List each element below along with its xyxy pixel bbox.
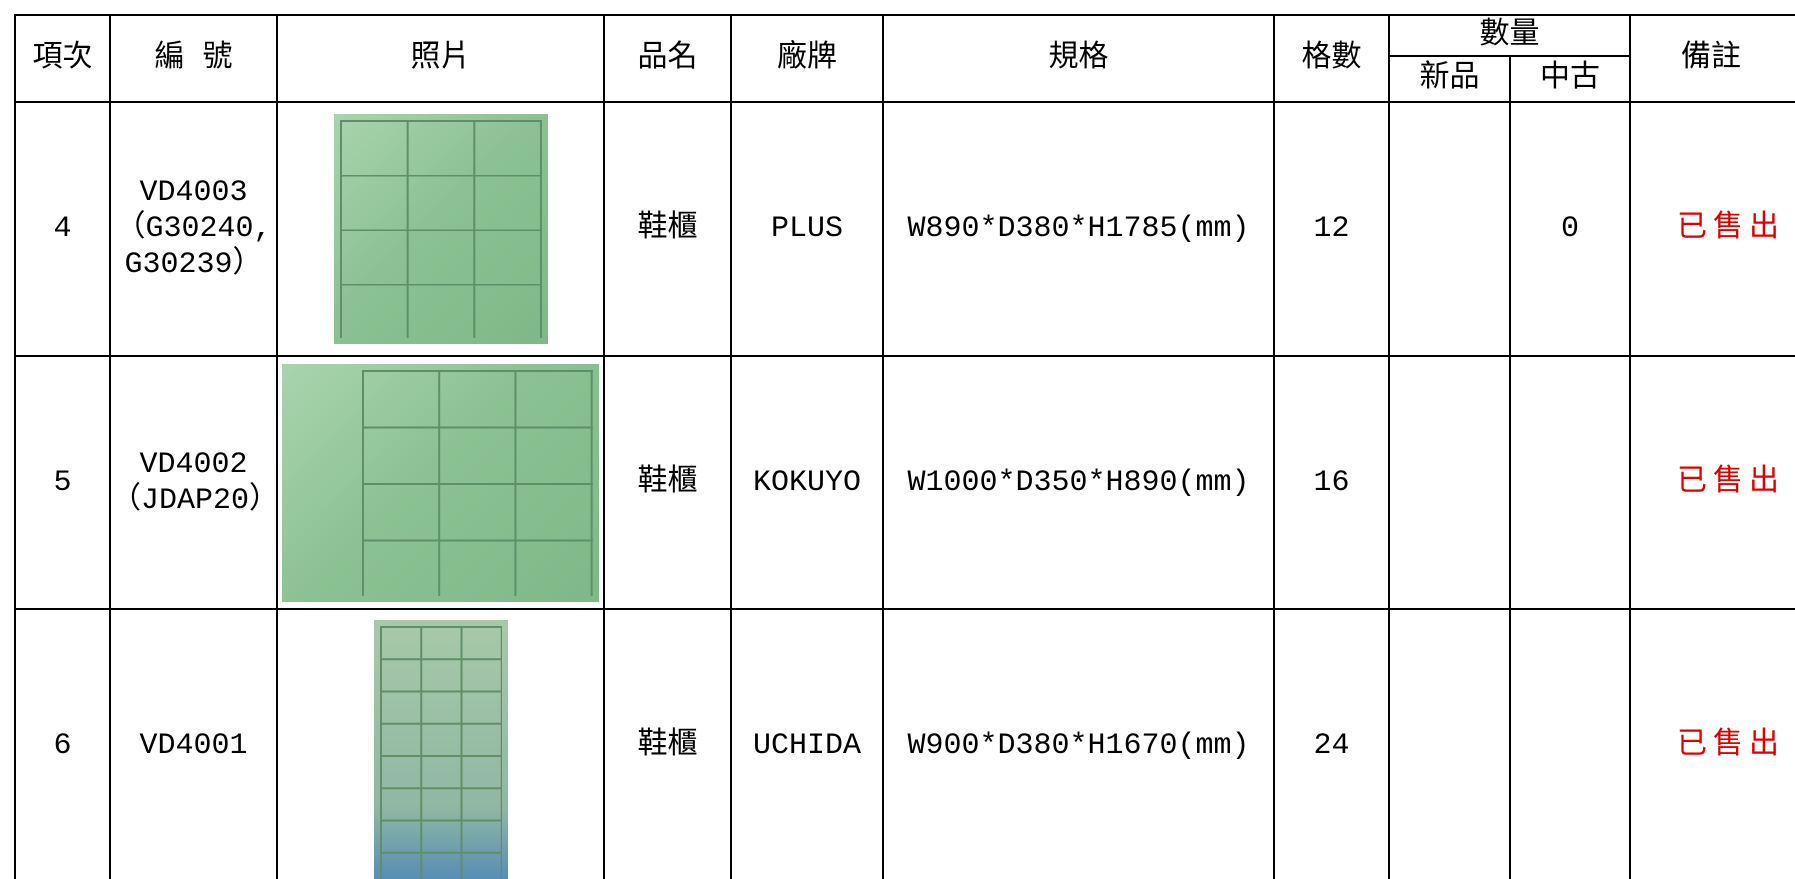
- remarks-cell: 已售出: [1629, 608, 1795, 879]
- photo-cell: [276, 101, 605, 357]
- row: 5 VD4002 （JDAP20） 鞋櫃 KOKUYO W1000*D350*H8…: [14, 355, 1795, 610]
- header-cell: 照片: [276, 14, 605, 103]
- item-cell: 6: [14, 608, 111, 879]
- remarks-cell: 已售出: [1629, 101, 1795, 357]
- spec-cell: W890*D380*H1785(mm): [882, 101, 1275, 357]
- cells-cell: 12: [1273, 101, 1390, 357]
- code-line: VD4003: [139, 176, 248, 210]
- header-cell: 備註: [1629, 14, 1795, 103]
- photo: [333, 114, 548, 344]
- code-line: （G30240,: [115, 212, 272, 246]
- header-cell: 品名: [603, 14, 732, 103]
- header-cell: 項次: [14, 14, 111, 103]
- header-row: 項次 編 號 照片 品名 廠牌 規格 格數 數量 備註: [14, 14, 1795, 103]
- header-cell: 廠牌: [730, 14, 884, 103]
- item-cell: 5: [14, 355, 111, 610]
- header-cell: 新品: [1388, 55, 1511, 103]
- code-line: G30239）: [124, 248, 263, 282]
- code-line: VD4001: [139, 729, 248, 763]
- spec-cell: W1000*D350*H890(mm): [882, 355, 1275, 610]
- header-cell: 中古: [1509, 55, 1631, 103]
- brand-cell: KOKUYO: [730, 355, 884, 610]
- used-cell: 0: [1509, 101, 1631, 357]
- new-cell: [1388, 608, 1511, 879]
- row: 4 VD4003 （G30240, G30239） 鞋櫃 PLUS W890*D38…: [14, 101, 1795, 357]
- used-cell: [1509, 608, 1631, 879]
- header-cell: 編 號: [109, 14, 278, 103]
- item-cell: 4: [14, 101, 111, 357]
- new-cell: [1388, 101, 1511, 357]
- header-cell: 數量: [1388, 14, 1631, 57]
- brand-cell: PLUS: [730, 101, 884, 357]
- row: 6 VD4001 鞋櫃 UCHIDA W900*D380*H1670(mm) 2…: [14, 608, 1795, 879]
- used-cell: [1509, 355, 1631, 610]
- code-line: VD4002: [139, 447, 248, 482]
- spec-cell: W900*D380*H1670(mm): [882, 608, 1275, 879]
- code-cell: VD4001: [109, 608, 278, 879]
- header-cell: 規格: [882, 14, 1275, 103]
- header-cell: 格數: [1273, 14, 1390, 103]
- photo: [373, 620, 508, 879]
- code-line: （JDAP20）: [111, 483, 280, 518]
- brand-cell: UCHIDA: [730, 608, 884, 879]
- cells-cell: 24: [1273, 608, 1390, 879]
- name-cell: 鞋櫃: [603, 101, 732, 357]
- name-cell: 鞋櫃: [603, 355, 732, 610]
- new-cell: [1388, 355, 1511, 610]
- photo-cell: [276, 355, 605, 610]
- remarks-cell: 已售出: [1629, 355, 1795, 610]
- code-cell: VD4002 （JDAP20）: [109, 355, 280, 610]
- cells-cell: 16: [1273, 355, 1390, 610]
- inventory-table: 項次 編 號 照片 品名 廠牌 規格 格數 數量 備註 新品 中古 4 VD40…: [14, 14, 1795, 879]
- name-cell: 鞋櫃: [603, 608, 732, 879]
- photo-cell: [276, 608, 605, 879]
- code-cell: VD4003 （G30240, G30239）: [109, 101, 278, 357]
- photo: [282, 363, 599, 602]
- header-row: 新品 中古: [15, 55, 1795, 103]
